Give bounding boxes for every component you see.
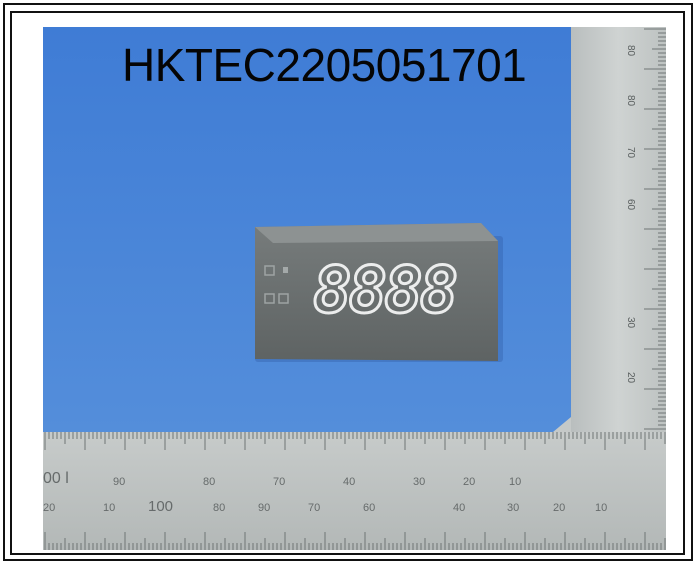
svg-text:20: 20 bbox=[553, 502, 565, 514]
svg-text:20: 20 bbox=[463, 476, 475, 488]
indicator-square bbox=[264, 265, 275, 276]
svg-text:100: 100 bbox=[148, 498, 173, 515]
horizontal-ruler bbox=[43, 432, 666, 550]
indicator-dot bbox=[283, 267, 288, 273]
horizontal-ruler-numbers: 00 l 90 80 70 40 30 20 10 20 10 100 80 9… bbox=[43, 470, 607, 515]
ruler-corner bbox=[553, 417, 571, 432]
vertical-ruler bbox=[571, 27, 666, 447]
svg-text:80: 80 bbox=[213, 502, 225, 514]
svg-text:90: 90 bbox=[113, 476, 125, 488]
vertical-ruler-numbers: 80 80 70 60 30 20 bbox=[625, 45, 636, 384]
svg-text:70: 70 bbox=[625, 147, 636, 159]
svg-text:10: 10 bbox=[509, 476, 521, 488]
svg-text:40: 40 bbox=[343, 476, 355, 488]
inner-border bbox=[10, 11, 685, 555]
svg-text:60: 60 bbox=[363, 502, 375, 514]
svg-text:30: 30 bbox=[413, 476, 425, 488]
indicator-square bbox=[264, 293, 275, 304]
svg-text:70: 70 bbox=[308, 502, 320, 514]
svg-text:90: 90 bbox=[258, 502, 270, 514]
svg-text:60: 60 bbox=[625, 199, 636, 211]
svg-text:70: 70 bbox=[273, 476, 285, 488]
svg-text:80: 80 bbox=[203, 476, 215, 488]
svg-text:10: 10 bbox=[595, 502, 607, 514]
svg-text:30: 30 bbox=[507, 502, 519, 514]
svg-text:80: 80 bbox=[625, 45, 636, 57]
svg-text:30: 30 bbox=[625, 317, 636, 329]
horizontal-ruler-ticks bbox=[44, 432, 666, 550]
sample-id-caption: HKTEC2205051701 bbox=[122, 39, 527, 91]
svg-text:10: 10 bbox=[103, 502, 115, 514]
indicator-square bbox=[278, 293, 289, 304]
photo-scene: 80 80 70 60 30 20 00 l 90 80 70 40 30 20… bbox=[43, 27, 666, 550]
led-display-module: 8888 bbox=[255, 223, 498, 361]
svg-text:20: 20 bbox=[625, 372, 636, 384]
product-photo: 80 80 70 60 30 20 00 l 90 80 70 40 30 20… bbox=[43, 27, 666, 550]
vertical-ruler-ticks bbox=[644, 28, 666, 430]
seven-segment-digits: 8888 bbox=[313, 254, 456, 328]
svg-text:80: 80 bbox=[625, 95, 636, 107]
svg-text:40: 40 bbox=[453, 502, 465, 514]
svg-text:20: 20 bbox=[43, 502, 55, 514]
svg-text:00 l: 00 l bbox=[43, 470, 69, 487]
outer-border bbox=[3, 3, 693, 561]
